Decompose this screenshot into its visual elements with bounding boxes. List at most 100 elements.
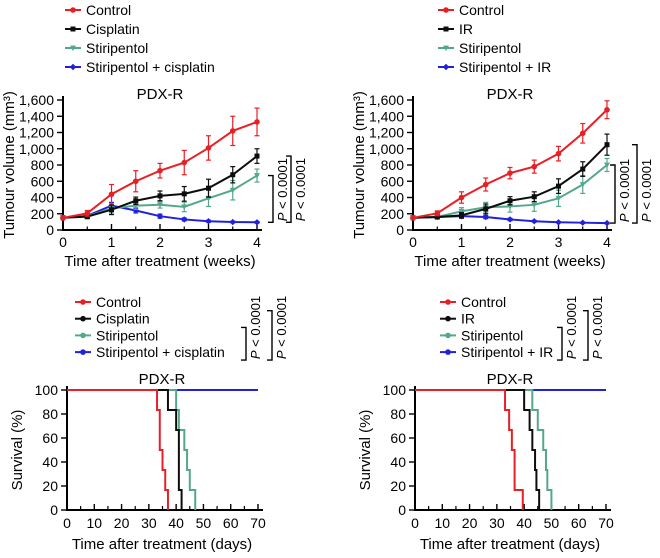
panel-title: PDX-R bbox=[487, 86, 534, 103]
legend-label: Control bbox=[86, 2, 131, 18]
plot-group: 0 10 20 30 40 50 60 70 0 20 40 60 80 100 ControlCispla… bbox=[35, 294, 289, 531]
p-value-bracket bbox=[557, 326, 563, 361]
legend-label: Control bbox=[459, 2, 504, 18]
x-tick-label: 30 bbox=[141, 515, 157, 531]
y-tick-label: 600 bbox=[381, 173, 405, 189]
y-tick-label: 1,000 bbox=[369, 141, 404, 157]
y-tick-label: 800 bbox=[31, 157, 55, 173]
y-tick-label: 0 bbox=[50, 502, 58, 518]
x-tick-label: 20 bbox=[462, 515, 478, 531]
p-value-label: P < 0.0001 bbox=[274, 296, 289, 359]
x-tick-label: 3 bbox=[205, 234, 213, 250]
x-tick-label: 0 bbox=[63, 515, 71, 531]
y-tick-label: 20 bbox=[42, 478, 58, 494]
series-step-Stiripentol bbox=[67, 389, 197, 510]
p-value-bracket bbox=[583, 310, 589, 361]
chart-tumour-volume-ir: PDX-R Time after treatment (weeks) Tumou… bbox=[351, 2, 654, 270]
y-tick-label: 40 bbox=[390, 454, 406, 470]
p-value-label: P < 0.0001 bbox=[248, 296, 263, 359]
y-axis-title: Tumour volume (mm³) bbox=[1, 91, 18, 239]
x-tick-label: 1 bbox=[108, 234, 116, 250]
y-tick-label: 400 bbox=[31, 190, 55, 206]
p-value-label: P < 0.0001 bbox=[293, 158, 308, 221]
p-value-bracket bbox=[267, 310, 273, 361]
y-axis-title: Tumour volume (mm³) bbox=[351, 91, 368, 239]
y-tick-label: 60 bbox=[390, 430, 406, 446]
series-step-Control bbox=[67, 389, 169, 510]
y-tick-label: 1,400 bbox=[369, 108, 404, 124]
legend-label: IR bbox=[459, 21, 473, 37]
x-tick-label: 2 bbox=[506, 234, 514, 250]
y-tick-label: 1,600 bbox=[369, 92, 404, 108]
y-tick-label: 1,000 bbox=[19, 141, 54, 157]
x-tick-label: 2 bbox=[156, 234, 164, 250]
panel-title: PDX-R bbox=[137, 86, 184, 103]
x-axis-title: Time after treatment (days) bbox=[420, 536, 600, 553]
y-tick-label: 1,200 bbox=[19, 125, 54, 141]
x-axis-title: Time after treatment (weeks) bbox=[414, 253, 605, 270]
y-tick-label: 60 bbox=[42, 430, 58, 446]
series-step-Stiripentol bbox=[415, 389, 553, 510]
plot-group: 0 10 20 30 40 50 60 70020406080100ControlIRStir… bbox=[383, 294, 614, 531]
x-tick-label: 0 bbox=[409, 234, 417, 250]
p-value-bracket bbox=[610, 164, 616, 224]
y-tick-label: 80 bbox=[390, 406, 406, 422]
y-tick-label: 40 bbox=[42, 454, 58, 470]
legend-label: Stiripentol bbox=[86, 40, 148, 56]
p-value-label: P < 0.0001 bbox=[617, 159, 632, 222]
x-tick-label: 70 bbox=[598, 515, 614, 531]
x-tick-label: 4 bbox=[603, 234, 611, 250]
y-tick-label: 0 bbox=[396, 222, 404, 238]
y-axis-title: Survival (%) bbox=[9, 410, 26, 491]
p-value-label: P < 0.0001 bbox=[639, 159, 654, 222]
y-tick-label: 1,400 bbox=[19, 108, 54, 124]
x-tick-label: 60 bbox=[223, 515, 239, 531]
x-tick-label: 50 bbox=[196, 515, 212, 531]
p-value-label: P < 0.0001 bbox=[275, 158, 290, 221]
x-tick-label: 50 bbox=[544, 515, 560, 531]
legend-label: Stiripentol + IR bbox=[461, 344, 553, 360]
legend-label: Cisplatin bbox=[96, 311, 150, 327]
x-tick-label: 1 bbox=[458, 234, 466, 250]
y-tick-label: 600 bbox=[31, 173, 55, 189]
legend-label: Stiripentol + cisplatin bbox=[86, 59, 215, 75]
y-tick-label: 0 bbox=[46, 222, 54, 238]
legend-label: Stiripentol bbox=[461, 327, 523, 343]
legend-label: Cisplatin bbox=[86, 21, 140, 37]
x-tick-label: 10 bbox=[86, 515, 102, 531]
y-axis-title: Survival (%) bbox=[357, 410, 374, 491]
p-value-bracket bbox=[241, 326, 247, 361]
chart-tumour-volume-cisplatin: PDX-R Time after treatment (weeks) Tumou… bbox=[1, 2, 308, 270]
y-tick-label: 800 bbox=[381, 157, 405, 173]
y-tick-label: 20 bbox=[390, 478, 406, 494]
x-tick-label: 3 bbox=[555, 234, 563, 250]
legend-label: Control bbox=[461, 294, 506, 310]
p-value-label: P < 0.0001 bbox=[564, 296, 579, 359]
chart-survival-ir: PDX-R Time after treatment (days) Surviv… bbox=[357, 294, 614, 553]
legend-label: Stiripentol bbox=[96, 327, 158, 343]
x-tick-label: 70 bbox=[250, 515, 266, 531]
y-tick-label: 100 bbox=[383, 382, 407, 398]
series-step-Control bbox=[415, 389, 524, 510]
x-tick-label: 0 bbox=[59, 234, 67, 250]
y-tick-label: 80 bbox=[42, 406, 58, 422]
y-tick-label: 100 bbox=[35, 382, 59, 398]
chart-survival-cisplatin: PDX-R Time after treatment (days) Surviv… bbox=[9, 294, 289, 553]
y-tick-label: 200 bbox=[381, 206, 405, 222]
y-tick-label: 400 bbox=[381, 190, 405, 206]
x-tick-label: 40 bbox=[516, 515, 532, 531]
x-tick-label: 0 bbox=[411, 515, 419, 531]
x-axis-title: Time after treatment (days) bbox=[72, 536, 252, 553]
series-step-Cisplatin bbox=[67, 389, 183, 510]
legend-label: IR bbox=[461, 311, 475, 327]
x-axis-title: Time after treatment (weeks) bbox=[64, 253, 255, 270]
y-tick-label: 1,200 bbox=[369, 125, 404, 141]
p-value-bracket bbox=[268, 174, 274, 223]
panel-title: PDX-R bbox=[487, 371, 534, 388]
p-value-bracket bbox=[632, 143, 638, 224]
x-tick-label: 40 bbox=[168, 515, 184, 531]
series-step-IR bbox=[415, 389, 541, 510]
y-tick-label: 0 bbox=[398, 502, 406, 518]
